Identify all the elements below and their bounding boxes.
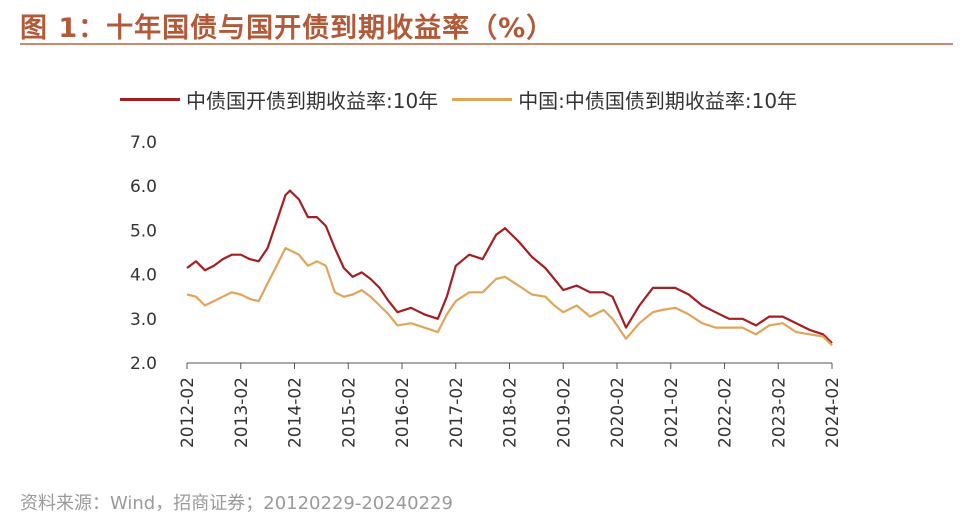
y-tick-label: 3.0 [130, 310, 157, 330]
title-divider [20, 43, 953, 45]
x-tick-label: 2016-02 [393, 377, 413, 448]
chart-title: 图 1：十年国债与国开债到期收益率（%） [20, 13, 555, 44]
y-tick-label: 5.0 [130, 221, 157, 241]
x-tick-label: 2024-02 [823, 377, 843, 448]
series-line-1 [186, 247, 833, 347]
chart-legend: 中债国开债到期收益率:10年 中国:中债国债到期收益率:10年 [120, 85, 811, 114]
legend-swatch-govt [452, 97, 513, 101]
y-axis: 2.0 3.0 4.0 5.0 6.0 7.0 [130, 133, 157, 374]
legend-item-govt: 中国:中债国债到期收益率:10年 [452, 85, 797, 114]
series-layer [186, 189, 833, 347]
x-tick-label: 2015-02 [339, 377, 359, 448]
y-tick-label: 4.0 [130, 266, 157, 286]
x-tick-label: 2018-02 [501, 377, 521, 448]
x-tick-label: 2020-02 [608, 377, 628, 448]
legend-item-cdb: 中债国开债到期收益率:10年 [120, 85, 438, 114]
legend-label-cdb: 中债国开债到期收益率:10年 [186, 88, 439, 113]
y-tick-label: 7.0 [130, 133, 157, 153]
y-tick-label: 6.0 [130, 177, 157, 197]
series-line-0 [186, 189, 833, 344]
x-tick-label: 2022-02 [716, 377, 736, 448]
legend-swatch-cdb [120, 97, 180, 101]
x-tick-label: 2017-02 [447, 377, 467, 448]
x-axis: 2012-02 2013-02 2014-02 2015-02 2016-02 2017-… [178, 362, 843, 448]
source-note: 资料来源：Wind，招商证券；20120229-20240229 [20, 493, 453, 514]
y-tick-label: 2.0 [130, 354, 157, 374]
x-tick-label: 2014-02 [286, 377, 306, 448]
x-tick-label: 2013-02 [232, 377, 252, 448]
x-tick-label: 2021-02 [662, 377, 682, 448]
x-tick-label: 2019-02 [554, 377, 574, 448]
legend-label-govt: 中国:中债国债到期收益率:10年 [518, 88, 798, 113]
x-tick-label: 2023-02 [769, 377, 789, 448]
x-tick-label: 2012-02 [178, 377, 198, 448]
